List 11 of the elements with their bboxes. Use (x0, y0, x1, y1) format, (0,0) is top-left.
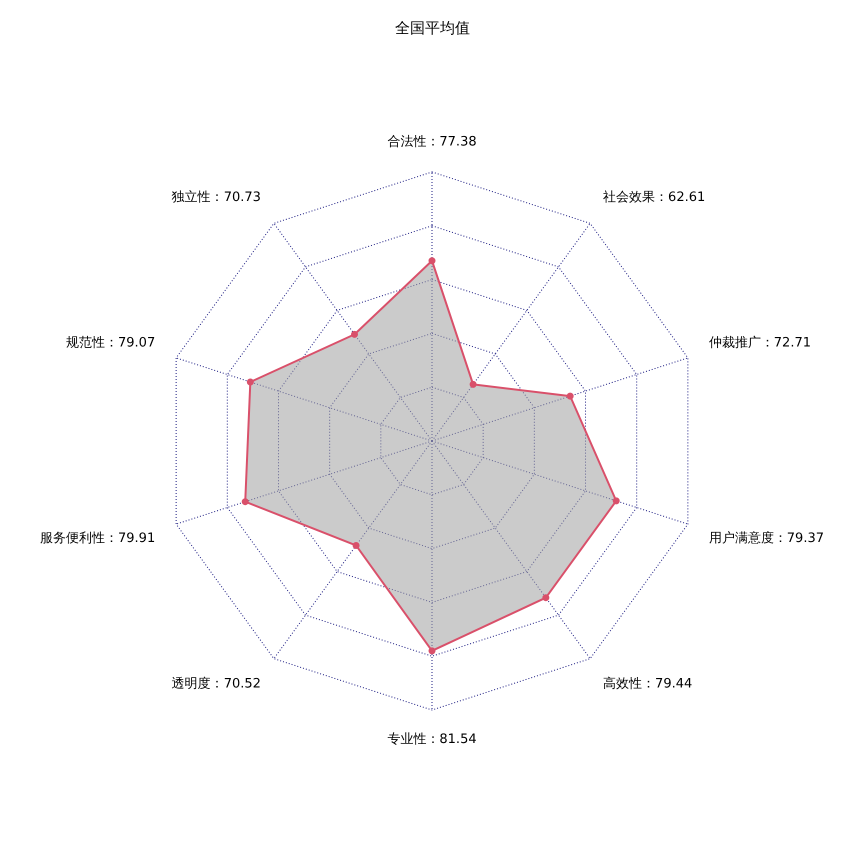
spoke-label: 透明度：70.52 (172, 676, 261, 692)
spoke-label: 独立性：70.73 (172, 189, 261, 206)
spoke-label: 用户满意度：79.37 (708, 530, 824, 546)
spoke-label: 仲裁推广：72.71 (708, 336, 811, 351)
spoke-label: 高效性：79.44 (603, 676, 692, 692)
spoke-label: 合法性：77.38 (387, 134, 477, 150)
chart-title: 全国平均值 (395, 18, 470, 37)
spoke-label: 服务便利性：79.91 (40, 531, 156, 546)
spoke-label: 社会效果：62.61 (603, 190, 706, 206)
spoke-label: 专业性：81.54 (387, 732, 477, 748)
spoke-label: 规范性：79.07 (66, 336, 156, 351)
